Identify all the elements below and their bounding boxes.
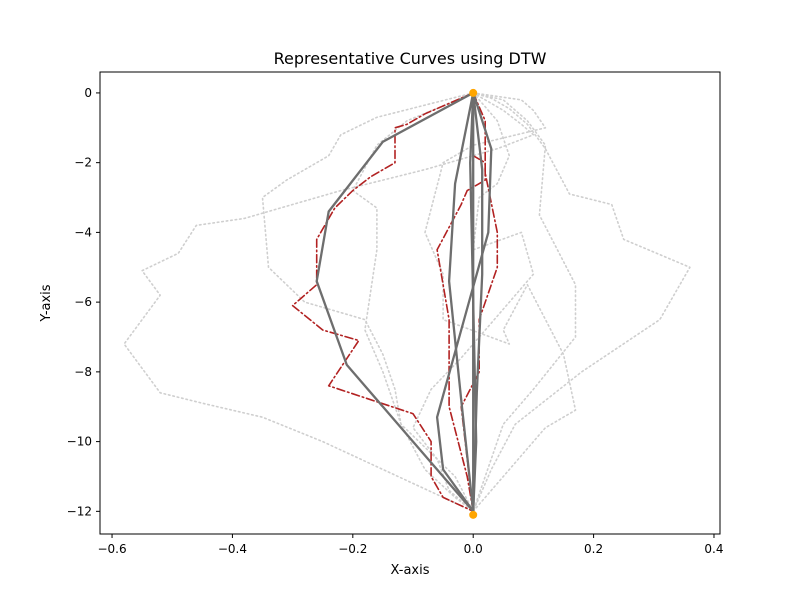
x-axis-label: X-axis xyxy=(391,563,430,578)
endpoint-marker-2 xyxy=(469,510,478,519)
plot-frame xyxy=(100,72,720,534)
x-axis-ticks: −0.6 −0.4 −0.2 0.0 0.2 0.4 xyxy=(97,534,724,556)
endpoint-marker-1 xyxy=(469,88,478,97)
background-curve-1 xyxy=(123,92,535,513)
background-curves xyxy=(123,92,691,513)
representative-curve-1 xyxy=(315,91,475,513)
dtw-curve-2 xyxy=(436,92,486,513)
x-tick-label: −0.2 xyxy=(338,542,367,556)
y-axis-label: Y-axis xyxy=(39,284,54,322)
chart-title: Representative Curves using DTW xyxy=(274,49,547,68)
y-tick-label: 0 xyxy=(84,86,92,100)
plot-area xyxy=(99,71,721,535)
background-curve-2 xyxy=(261,92,474,513)
y-tick-label: −12 xyxy=(67,504,92,518)
representative-curve-4 xyxy=(435,91,493,513)
background-curve-4 xyxy=(472,92,691,513)
y-tick-label: −8 xyxy=(74,365,92,379)
background-curve-6 xyxy=(424,92,577,513)
background-curve-3 xyxy=(352,92,474,513)
endpoint-markers xyxy=(469,88,478,519)
representative-curve-2 xyxy=(447,91,475,513)
y-tick-label: −6 xyxy=(74,295,92,309)
y-tick-label: −4 xyxy=(74,225,92,239)
plot-border xyxy=(99,71,721,535)
y-tick-label: −10 xyxy=(67,435,92,449)
y-tick-label: −2 xyxy=(74,156,92,170)
x-tick-label: 0.0 xyxy=(464,542,483,556)
background-curve-7 xyxy=(412,92,535,513)
x-tick-label: −0.4 xyxy=(218,542,247,556)
x-tick-label: 0.2 xyxy=(584,542,603,556)
dtw-curves xyxy=(291,92,499,513)
representative-curve-6 xyxy=(469,91,478,513)
x-tick-label: −0.6 xyxy=(97,542,126,556)
x-tick-label: 0.4 xyxy=(704,542,723,556)
dtw-curve-3 xyxy=(460,92,499,513)
y-axis-ticks: 0 −2 −4 −6 −8 −10 −12 xyxy=(67,86,100,518)
dtw-curve-1 xyxy=(291,92,474,513)
representative-curves xyxy=(315,91,493,513)
